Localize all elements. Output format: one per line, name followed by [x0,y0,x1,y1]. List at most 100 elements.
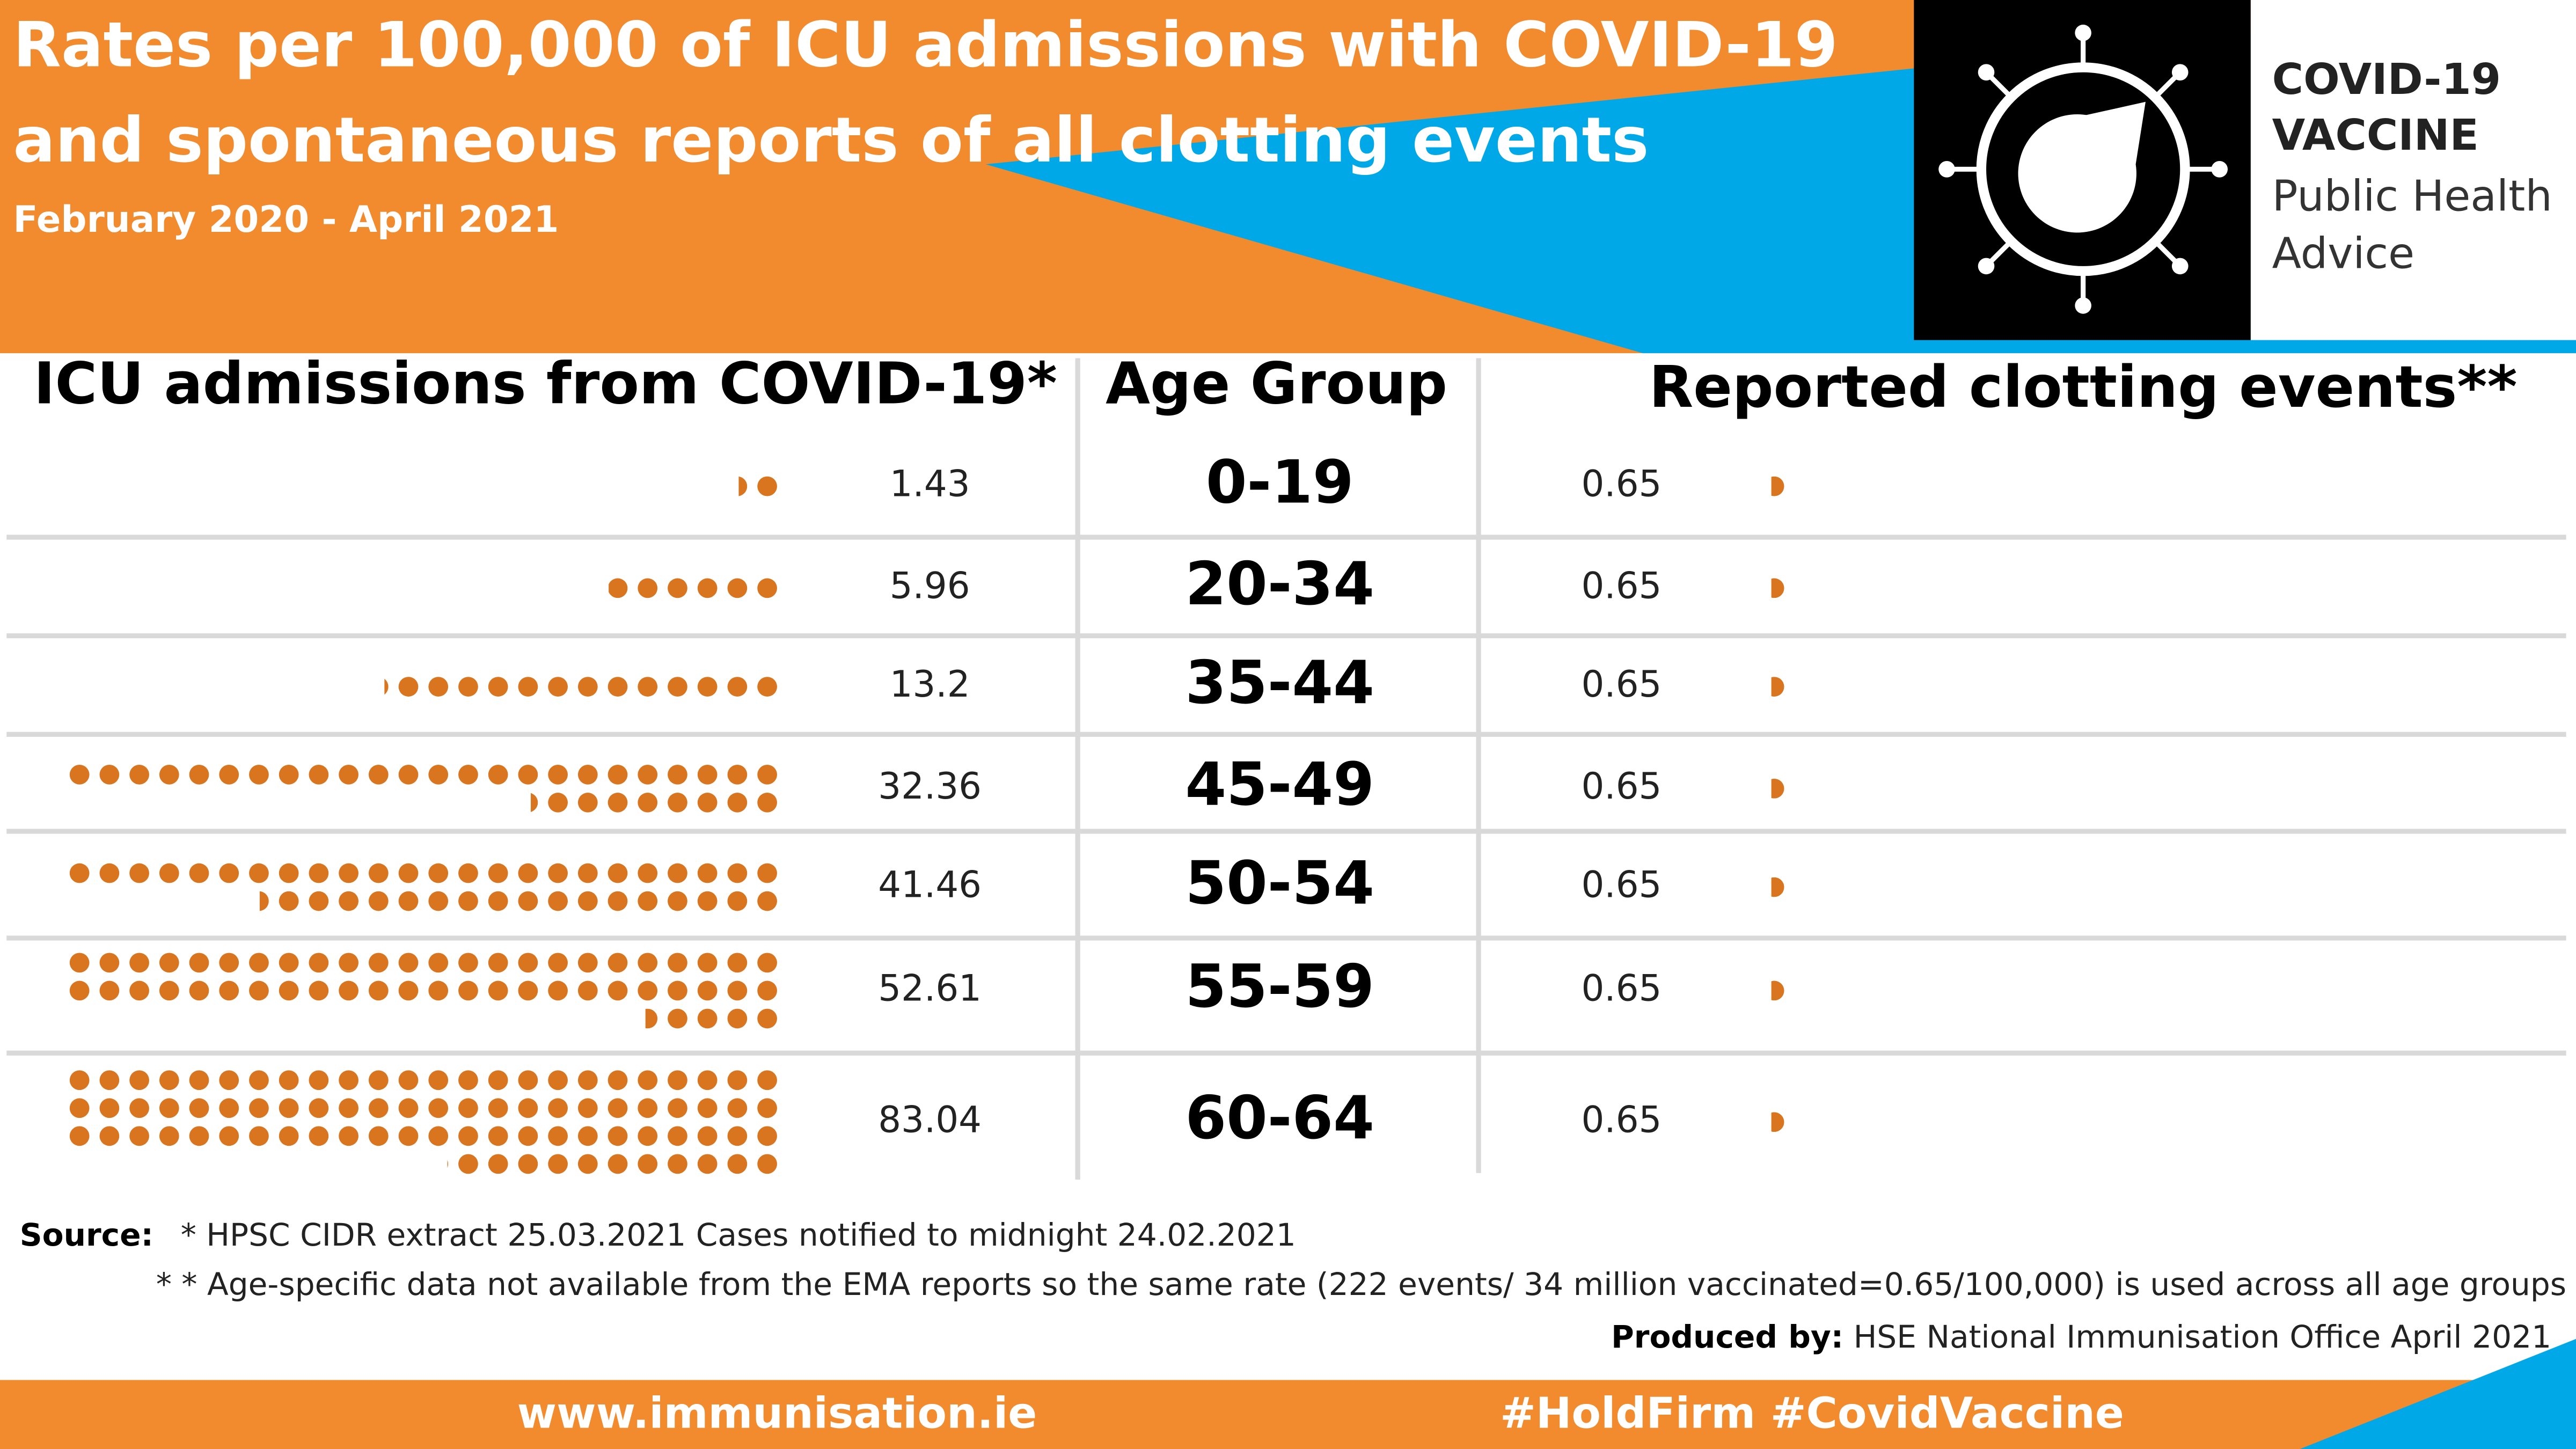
dot [548,980,568,1001]
dot [219,765,239,785]
logo-text: Public Health [2272,171,2552,221]
dot [727,1154,748,1174]
dot [428,765,449,785]
footer-url: www.immunisation.ie [517,1388,1037,1438]
dot [727,953,748,973]
value-label: 1.43 [890,463,970,505]
dot [458,1126,478,1146]
dot [339,980,358,1001]
dot [159,1070,179,1091]
dot [458,1154,478,1174]
dot [69,1098,90,1118]
age-group: 20-34 [1185,550,1374,618]
dot [428,891,449,911]
dot [757,891,777,911]
dot [638,1154,658,1174]
dot [548,765,568,785]
produced-by: Produced by: HSE National Immunisation O… [1611,1319,2551,1355]
dot [339,891,358,911]
dot [428,677,449,697]
dot [757,1154,777,1174]
dot [428,953,449,973]
dot [608,953,628,973]
dot [69,863,90,883]
dot [189,980,209,1001]
dot [727,1098,748,1118]
dot [548,1070,568,1091]
dot [368,1098,389,1118]
dot [697,1098,718,1118]
dot [189,953,209,973]
dot [339,1126,358,1146]
dot [608,1098,628,1118]
dot [727,980,748,1001]
dot [368,1126,389,1146]
value-label: 83.04 [878,1098,982,1140]
dot [697,1008,718,1029]
column-header: Reported clotting events** [1649,354,2518,421]
partial-dot [384,678,389,695]
dot [219,953,239,973]
dot [189,1098,209,1118]
dot [608,677,628,697]
dot [577,677,598,697]
dot [668,980,687,1001]
dot-group [69,953,777,1029]
dot [727,765,748,785]
dot [518,953,538,973]
produced-text: HSE National Immunisation Office April 2… [1854,1319,2552,1355]
dot [249,1126,269,1146]
dot [727,863,748,883]
dot [159,953,179,973]
dot [757,1008,777,1029]
dot [697,1154,718,1174]
dot [518,1154,538,1174]
dot-group [1771,476,1784,496]
dot [219,1126,239,1146]
dot [189,1126,209,1146]
dot [638,1126,658,1146]
dot [398,765,419,785]
dot [757,578,777,598]
dot [368,863,389,883]
logo-text: Advice [2272,229,2414,279]
dot [638,953,658,973]
dot [727,793,748,813]
dot [668,1008,687,1029]
partial-dot [259,891,269,911]
dot [548,1154,568,1174]
dot-group [69,765,777,813]
dot [458,1098,478,1118]
dot [757,1098,777,1118]
dot [368,953,389,973]
dot [309,891,329,911]
dot [638,863,658,883]
dot [69,1126,90,1146]
dot [518,765,538,785]
dot [398,1126,419,1146]
source-note: * * Age-specific data not available from… [156,1266,2566,1302]
value-label: 0.65 [1581,663,1662,705]
dot [398,1098,419,1118]
dot [488,980,508,1001]
dot [309,1098,329,1118]
dot [757,793,777,813]
dot [518,677,538,697]
column-header: Age Group [1106,351,1447,418]
dot-group [1771,1112,1784,1132]
dot [668,793,687,813]
dot [638,1098,658,1118]
age-group: 35-44 [1185,648,1374,717]
dot [757,765,777,785]
dot [428,1098,449,1118]
dot [488,677,508,697]
dot [488,1154,508,1174]
subtitle: February 2020 - April 2021 [13,198,559,240]
dot [577,863,598,883]
dot-group [1771,578,1784,598]
dot [518,1098,538,1118]
dot [398,953,419,973]
value-label: 0.65 [1581,863,1662,906]
dot [159,980,179,1001]
